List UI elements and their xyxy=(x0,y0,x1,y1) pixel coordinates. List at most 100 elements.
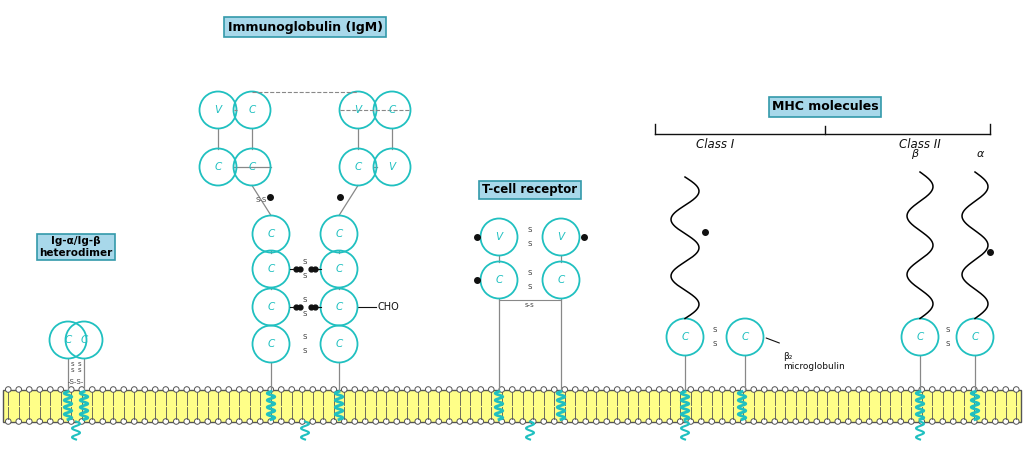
Circle shape xyxy=(877,387,883,392)
Text: C: C xyxy=(336,264,343,274)
Circle shape xyxy=(321,419,326,424)
Circle shape xyxy=(1014,387,1019,392)
Circle shape xyxy=(205,419,211,424)
Circle shape xyxy=(510,387,515,392)
Circle shape xyxy=(425,419,431,424)
Circle shape xyxy=(184,387,189,392)
Circle shape xyxy=(79,419,85,424)
Circle shape xyxy=(5,387,11,392)
Text: C: C xyxy=(267,264,274,274)
Circle shape xyxy=(415,387,421,392)
Circle shape xyxy=(520,419,525,424)
Circle shape xyxy=(667,419,673,424)
Circle shape xyxy=(394,419,399,424)
Circle shape xyxy=(814,387,819,392)
Circle shape xyxy=(37,387,43,392)
Circle shape xyxy=(740,419,746,424)
Circle shape xyxy=(121,387,127,392)
Circle shape xyxy=(614,419,621,424)
Circle shape xyxy=(961,419,967,424)
Circle shape xyxy=(762,419,767,424)
Text: S: S xyxy=(713,327,717,333)
Circle shape xyxy=(215,419,221,424)
Text: C: C xyxy=(336,229,343,239)
Circle shape xyxy=(688,419,693,424)
Circle shape xyxy=(583,387,589,392)
Text: β₂
microglobulin: β₂ microglobulin xyxy=(783,352,845,371)
Circle shape xyxy=(478,419,483,424)
Circle shape xyxy=(321,387,326,392)
Text: C: C xyxy=(916,332,924,342)
Circle shape xyxy=(709,419,715,424)
Circle shape xyxy=(572,419,579,424)
Circle shape xyxy=(846,419,851,424)
Circle shape xyxy=(488,387,494,392)
Text: C: C xyxy=(80,335,88,345)
Circle shape xyxy=(919,419,925,424)
Text: C: C xyxy=(557,275,564,285)
Circle shape xyxy=(279,419,284,424)
Circle shape xyxy=(992,387,998,392)
Circle shape xyxy=(237,387,242,392)
Circle shape xyxy=(352,419,357,424)
Circle shape xyxy=(814,419,819,424)
Circle shape xyxy=(530,387,536,392)
Circle shape xyxy=(310,387,315,392)
Circle shape xyxy=(751,419,757,424)
Circle shape xyxy=(751,387,757,392)
Circle shape xyxy=(289,419,295,424)
Circle shape xyxy=(772,387,777,392)
Circle shape xyxy=(446,419,452,424)
Text: C: C xyxy=(214,162,221,172)
Circle shape xyxy=(961,387,967,392)
Circle shape xyxy=(499,419,505,424)
Circle shape xyxy=(1002,387,1009,392)
Text: S: S xyxy=(303,259,307,265)
Circle shape xyxy=(678,419,683,424)
Circle shape xyxy=(720,387,725,392)
Circle shape xyxy=(499,387,505,392)
Circle shape xyxy=(184,419,189,424)
Text: S: S xyxy=(945,327,949,333)
Circle shape xyxy=(667,387,673,392)
Text: T-cell receptor: T-cell receptor xyxy=(482,183,578,196)
Text: C: C xyxy=(65,335,72,345)
Circle shape xyxy=(257,387,263,392)
Text: C: C xyxy=(249,105,256,115)
Text: C: C xyxy=(496,275,503,285)
Circle shape xyxy=(824,419,830,424)
Circle shape xyxy=(404,387,410,392)
Circle shape xyxy=(625,419,631,424)
Circle shape xyxy=(530,419,536,424)
Text: V: V xyxy=(388,162,395,172)
Circle shape xyxy=(856,419,861,424)
Circle shape xyxy=(47,419,53,424)
Circle shape xyxy=(58,387,63,392)
Circle shape xyxy=(835,419,841,424)
Circle shape xyxy=(467,387,473,392)
Circle shape xyxy=(100,387,105,392)
Text: C: C xyxy=(267,339,274,349)
Circle shape xyxy=(89,419,95,424)
Text: MHC molecules: MHC molecules xyxy=(772,101,879,114)
Circle shape xyxy=(782,387,788,392)
Circle shape xyxy=(341,387,347,392)
Circle shape xyxy=(268,419,273,424)
Circle shape xyxy=(740,387,746,392)
Circle shape xyxy=(877,419,883,424)
Circle shape xyxy=(636,387,641,392)
Text: s: s xyxy=(78,360,81,366)
Circle shape xyxy=(919,387,925,392)
Text: s: s xyxy=(71,367,75,373)
Circle shape xyxy=(131,387,137,392)
Text: V: V xyxy=(214,105,221,115)
Circle shape xyxy=(636,419,641,424)
Circle shape xyxy=(27,419,32,424)
Circle shape xyxy=(793,419,799,424)
Circle shape xyxy=(940,387,945,392)
Text: C: C xyxy=(267,302,274,312)
Circle shape xyxy=(205,387,211,392)
Circle shape xyxy=(930,387,935,392)
Circle shape xyxy=(930,419,935,424)
Circle shape xyxy=(678,387,683,392)
